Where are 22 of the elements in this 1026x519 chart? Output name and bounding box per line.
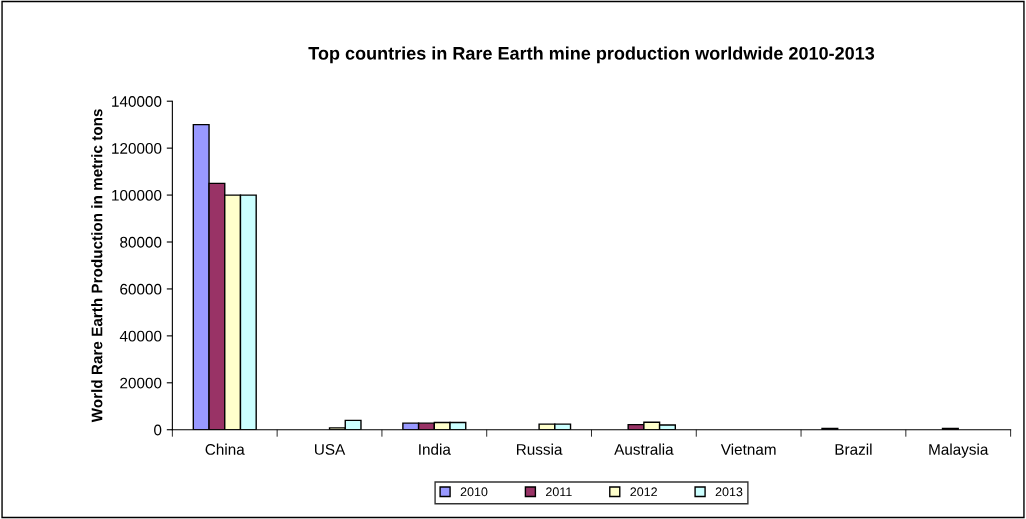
legend-label: 2011 <box>546 487 572 497</box>
x-tick-label: Australia <box>614 443 674 455</box>
y-tick-label: 80000 <box>120 236 162 248</box>
y-tick-label: 60000 <box>120 283 162 295</box>
legend-label: 2010 <box>460 487 488 497</box>
y-tick-label: 120000 <box>112 143 162 154</box>
legend-label: 2013 <box>715 487 743 497</box>
x-tick-label: Brazil <box>835 443 872 455</box>
y-tick-label: 40000 <box>119 330 162 342</box>
chart-title: Top countries in Rare Earth mine production worldwide 2010-2013 <box>308 46 875 64</box>
y-tick-label: 20000 <box>120 377 162 389</box>
y-tick-label: 100000 <box>112 189 162 201</box>
y-axis-title: World Rare Earth Production in metric tons <box>91 109 103 423</box>
x-tick-label: Russia <box>517 443 563 455</box>
legend-label: 2012 <box>630 487 657 497</box>
y-tick-label: 0 <box>154 424 162 436</box>
y-tick-label: 140000 <box>112 96 162 107</box>
x-tick-label: India <box>419 443 451 455</box>
x-tick-label: USA <box>315 444 346 455</box>
x-tick-label: Malaysia <box>929 443 989 458</box>
x-tick-label: Vietnam <box>720 443 776 455</box>
x-tick-label: China <box>205 443 245 455</box>
